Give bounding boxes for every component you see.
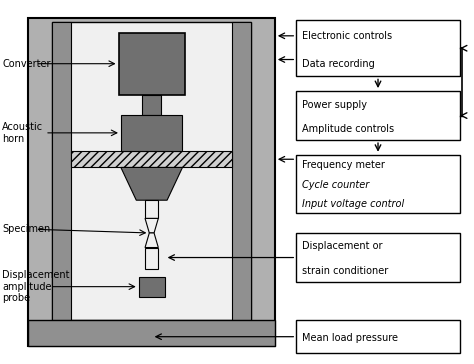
Text: Data recording: Data recording xyxy=(302,59,374,69)
Bar xyxy=(121,115,182,151)
Bar xyxy=(138,277,164,297)
Bar xyxy=(28,18,275,346)
Polygon shape xyxy=(145,218,158,233)
Text: Converter: Converter xyxy=(2,59,51,69)
Text: Displacement or: Displacement or xyxy=(302,241,383,252)
Bar xyxy=(296,233,460,282)
Text: Power supply: Power supply xyxy=(302,99,367,110)
Text: Mean load pressure: Mean load pressure xyxy=(302,333,398,343)
Text: Amplitude controls: Amplitude controls xyxy=(302,124,394,134)
Bar xyxy=(296,155,460,213)
Text: Acoustic
horn: Acoustic horn xyxy=(2,122,44,144)
Polygon shape xyxy=(121,167,182,200)
Bar xyxy=(118,33,185,95)
Text: strain conditioner: strain conditioner xyxy=(302,266,388,276)
Text: Specimen: Specimen xyxy=(2,224,51,234)
Text: Cycle counter: Cycle counter xyxy=(302,180,369,190)
Bar xyxy=(232,22,251,320)
Bar xyxy=(28,320,275,346)
Bar xyxy=(145,248,158,269)
Bar xyxy=(52,22,71,320)
Bar xyxy=(296,91,460,140)
Bar xyxy=(145,200,158,218)
Bar xyxy=(296,20,460,76)
Text: Input voltage control: Input voltage control xyxy=(302,199,404,209)
Bar xyxy=(52,22,251,320)
Text: Displacement
amplitude
probe: Displacement amplitude probe xyxy=(2,270,70,303)
Bar xyxy=(142,95,161,115)
Text: Frequency meter: Frequency meter xyxy=(302,161,385,170)
Text: Electronic controls: Electronic controls xyxy=(302,31,392,40)
Polygon shape xyxy=(145,233,158,248)
Bar xyxy=(296,320,460,353)
Bar xyxy=(71,151,232,167)
